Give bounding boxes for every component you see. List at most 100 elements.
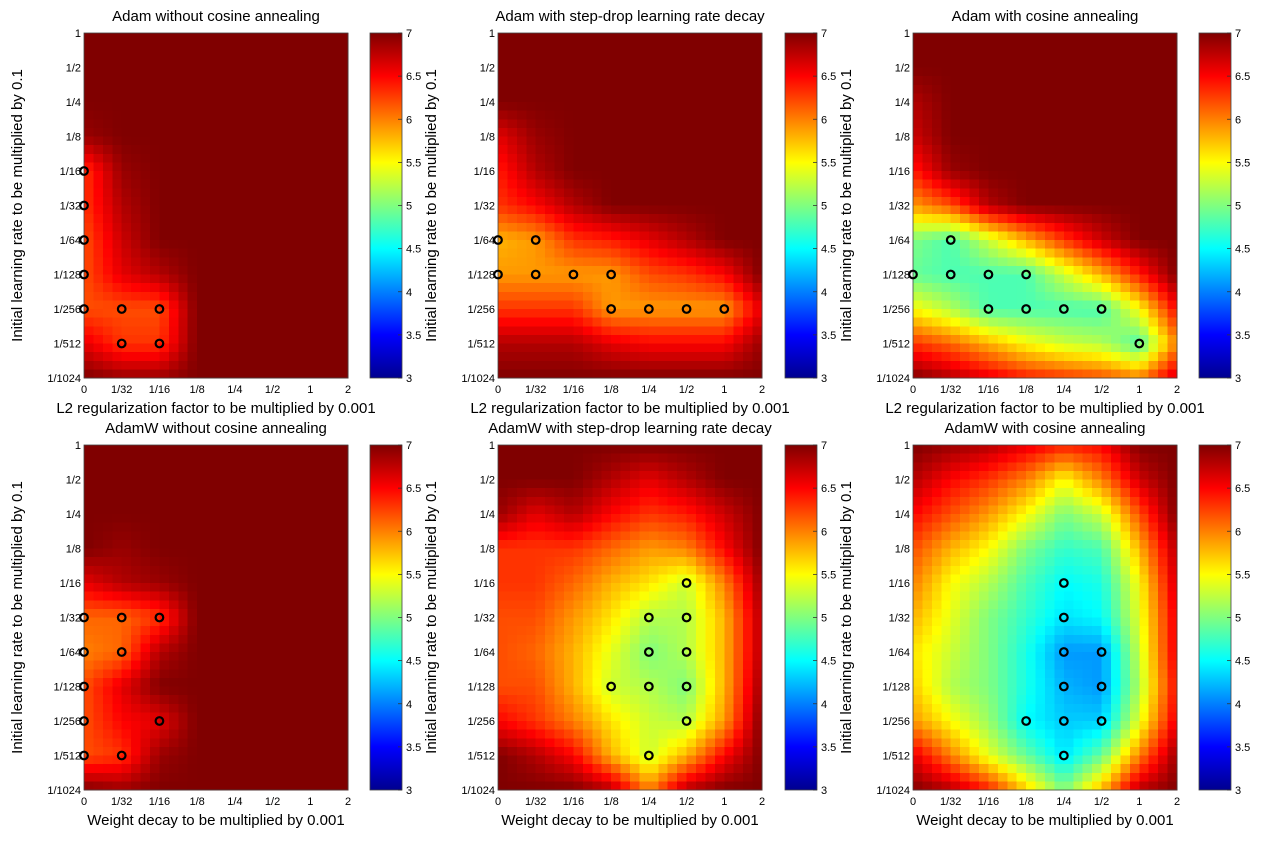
heat-cell: [159, 42, 169, 51]
heat-cell: [244, 609, 254, 618]
heat-cell: [630, 326, 640, 335]
heat-cell: [1026, 292, 1036, 301]
heat-cell: [329, 600, 339, 609]
x-tick-label: 2: [345, 384, 351, 396]
heat-cell: [687, 42, 697, 51]
heat-cell: [1149, 214, 1159, 223]
heat-cell: [310, 292, 320, 301]
heat-cell: [320, 566, 330, 575]
heat-cell: [1083, 50, 1093, 59]
heat-cell: [159, 695, 169, 704]
heat-cell: [282, 111, 292, 120]
heat-cell: [564, 283, 574, 292]
heat-cell: [621, 68, 631, 77]
heat-cell: [1017, 68, 1027, 77]
heat-cell: [282, 747, 292, 756]
x-tick-label: 1/4: [227, 384, 242, 396]
heat-cell: [573, 309, 583, 318]
heat-cell: [932, 188, 942, 197]
heat-cell: [225, 180, 235, 189]
heat-cell: [178, 626, 188, 635]
heat-cell: [169, 600, 179, 609]
heat-cell: [573, 318, 583, 327]
heat-cell: [517, 318, 527, 327]
heat-cell: [1092, 119, 1102, 128]
heat-cell: [753, 223, 763, 232]
heat-cell: [687, 119, 697, 128]
heat-cell: [207, 214, 217, 223]
heat-cell: [639, 33, 649, 42]
heat-cell: [339, 206, 349, 215]
heat-cell: [188, 531, 198, 540]
heat-cell: [1168, 162, 1178, 171]
heat-cell: [282, 497, 292, 506]
heat-cell: [658, 275, 668, 284]
heat-cell: [207, 643, 217, 652]
heat-cell: [602, 85, 612, 94]
heat-cell: [951, 214, 961, 223]
heat-cell: [592, 292, 602, 301]
heat-cell: [1111, 50, 1121, 59]
heat-cell: [273, 188, 283, 197]
heat-cell: [131, 462, 141, 471]
heat-cell: [169, 249, 179, 258]
heat-cell: [932, 214, 942, 223]
heat-cell: [207, 574, 217, 583]
heat-cell: [1017, 240, 1027, 249]
heat-cell: [677, 344, 687, 353]
heat-cell: [677, 326, 687, 335]
heat-cell: [932, 257, 942, 266]
heat-cell: [705, 85, 715, 94]
heat-cell: [1168, 223, 1178, 232]
heat-cell: [254, 669, 264, 678]
heat-cell: [1064, 240, 1074, 249]
heat-cell: [301, 764, 311, 773]
heat-cell: [216, 240, 226, 249]
heat-cell: [188, 712, 198, 721]
heat-cell: [1158, 335, 1168, 344]
heat-cell: [263, 361, 273, 370]
heat-cell: [159, 540, 169, 549]
heat-cell: [263, 730, 273, 739]
heat-cell: [715, 249, 725, 258]
heat-cell: [573, 231, 583, 240]
heat-cell: [150, 154, 160, 163]
heat-cell: [970, 162, 980, 171]
heat-cell: [178, 162, 188, 171]
heat-cell: [291, 445, 301, 454]
heat-cell: [1026, 76, 1036, 85]
heat-cell: [1036, 145, 1046, 154]
heat-cell: [235, 687, 245, 696]
heat-cell: [1120, 50, 1130, 59]
heat-cell: [1045, 154, 1055, 163]
heat-cell: [951, 249, 961, 258]
heat-cell: [668, 369, 678, 378]
heat-cell: [197, 145, 207, 154]
heat-cell: [178, 583, 188, 592]
heat-cell: [273, 335, 283, 344]
heat-cell: [517, 154, 527, 163]
x-tick-label: 2: [1174, 384, 1180, 396]
heat-cell: [339, 326, 349, 335]
heat-cell: [658, 85, 668, 94]
heat-cell: [169, 68, 179, 77]
heat-cell: [84, 540, 94, 549]
heat-cell: [970, 266, 980, 275]
heat-cell: [941, 42, 951, 51]
heat-cell: [592, 154, 602, 163]
heat-cell: [131, 33, 141, 42]
heat-cell: [649, 85, 659, 94]
heat-cell: [244, 764, 254, 773]
heat-cell: [301, 85, 311, 94]
heat-cell: [913, 93, 923, 102]
heat-cell: [254, 50, 264, 59]
heat-cell: [941, 171, 951, 180]
heat-cell: [1026, 145, 1036, 154]
heat-cell: [507, 352, 517, 361]
heat-cell: [291, 85, 301, 94]
subplot-title: Adam with step-drop learning rate decay: [495, 8, 765, 25]
heat-cell: [282, 180, 292, 189]
heat-cell: [1102, 85, 1112, 94]
y-axis-label: Initial learning rate to be multiplied b…: [9, 69, 26, 342]
heat-cell: [1111, 128, 1121, 137]
